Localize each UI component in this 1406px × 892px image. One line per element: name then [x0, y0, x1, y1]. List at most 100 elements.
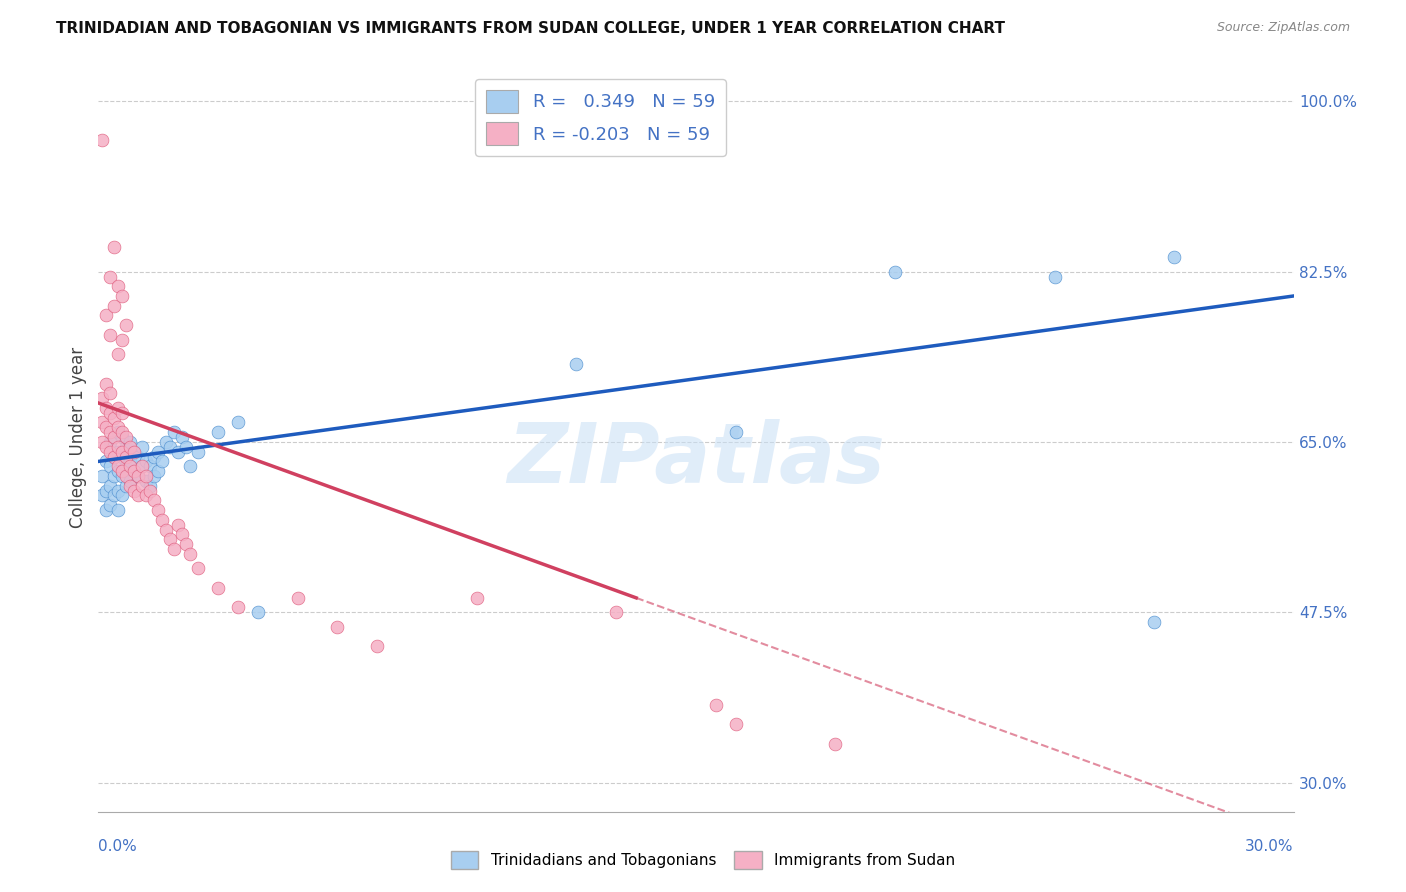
Point	[824, 737, 846, 751]
Point	[98, 327, 122, 342]
Point	[98, 459, 122, 474]
Point	[465, 591, 488, 605]
Point	[103, 488, 125, 502]
Point	[120, 474, 142, 488]
Point	[120, 479, 142, 493]
Point	[103, 240, 125, 254]
Point	[724, 717, 747, 731]
Point	[107, 483, 129, 498]
Point	[207, 581, 229, 595]
Point	[226, 600, 249, 615]
Point	[111, 430, 134, 444]
Point	[98, 269, 122, 284]
Point	[98, 479, 122, 493]
Point	[174, 537, 197, 551]
Point	[159, 440, 181, 454]
Point	[111, 464, 134, 478]
Point	[163, 541, 186, 556]
Point	[98, 386, 122, 401]
Point	[111, 450, 134, 464]
Point	[115, 479, 138, 493]
Point	[172, 527, 194, 541]
Point	[91, 488, 114, 502]
Point	[605, 605, 627, 619]
Point	[124, 483, 146, 498]
Point	[120, 434, 142, 449]
Point	[143, 493, 166, 508]
Point	[135, 469, 157, 483]
Point	[179, 547, 201, 561]
Point	[163, 425, 186, 440]
Point	[139, 483, 162, 498]
Text: ZIPatlas: ZIPatlas	[508, 419, 884, 500]
Point	[91, 133, 114, 147]
Point	[107, 444, 129, 458]
Point	[326, 620, 349, 634]
Point	[131, 440, 153, 454]
Point	[91, 416, 114, 430]
Point	[107, 401, 129, 415]
Point	[124, 444, 146, 458]
Point	[1143, 615, 1166, 629]
Point	[120, 440, 142, 454]
Point	[226, 416, 249, 430]
Point	[115, 450, 138, 464]
Point	[150, 454, 173, 468]
Point	[124, 464, 146, 478]
Point	[96, 376, 118, 391]
Point	[91, 469, 114, 483]
Point	[167, 444, 190, 458]
Point	[103, 450, 125, 464]
Point	[187, 444, 209, 458]
Point	[131, 459, 153, 474]
Point	[111, 488, 134, 502]
Point	[98, 406, 122, 420]
Text: Source: ZipAtlas.com: Source: ZipAtlas.com	[1216, 21, 1350, 34]
Point	[103, 469, 125, 483]
Point	[111, 444, 134, 458]
Point	[115, 440, 138, 454]
Point	[115, 469, 138, 483]
Point	[135, 474, 157, 488]
Point	[704, 698, 727, 712]
Point	[107, 503, 129, 517]
Legend: R =   0.349   N = 59, R = -0.203   N = 59: R = 0.349 N = 59, R = -0.203 N = 59	[475, 79, 725, 156]
Point	[98, 444, 122, 458]
Text: TRINIDADIAN AND TOBAGONIAN VS IMMIGRANTS FROM SUDAN COLLEGE, UNDER 1 YEAR CORREL: TRINIDADIAN AND TOBAGONIAN VS IMMIGRANTS…	[56, 21, 1005, 36]
Point	[111, 289, 134, 303]
Point	[148, 503, 170, 517]
Point	[148, 464, 170, 478]
Point	[174, 440, 197, 454]
Point	[91, 434, 114, 449]
Point	[124, 444, 146, 458]
Point	[115, 459, 138, 474]
Text: 30.0%: 30.0%	[1246, 838, 1294, 854]
Point	[111, 333, 134, 347]
Point	[111, 469, 134, 483]
Point	[96, 454, 118, 468]
Point	[98, 434, 122, 449]
Point	[565, 357, 588, 371]
Point	[91, 391, 114, 405]
Point	[107, 420, 129, 434]
Point	[139, 479, 162, 493]
Y-axis label: College, Under 1 year: College, Under 1 year	[69, 346, 87, 528]
Point	[96, 420, 118, 434]
Point	[179, 459, 201, 474]
Point	[111, 406, 134, 420]
Point	[107, 279, 129, 293]
Point	[96, 401, 118, 415]
Point	[167, 517, 190, 532]
Point	[96, 440, 118, 454]
Point	[148, 444, 170, 458]
Point	[103, 430, 125, 444]
Point	[135, 488, 157, 502]
Point	[115, 430, 138, 444]
Point	[127, 469, 149, 483]
Point	[724, 425, 747, 440]
Point	[111, 425, 134, 440]
Point	[127, 469, 149, 483]
Point	[131, 479, 153, 493]
Point	[135, 454, 157, 468]
Point	[366, 640, 388, 654]
